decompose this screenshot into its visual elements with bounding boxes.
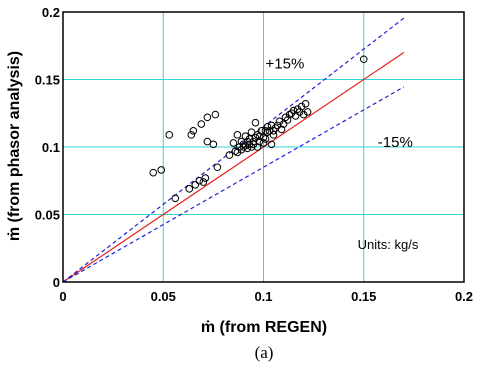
line-minus15 (62, 86, 405, 283)
data-point (211, 110, 220, 119)
data-point (185, 185, 194, 193)
data-point (189, 127, 198, 135)
data-point (203, 137, 212, 146)
data-point (213, 163, 222, 172)
data-point (233, 148, 242, 157)
plot-frame (62, 11, 465, 283)
y-axis-label: ṁ (from phasor analysis) (6, 51, 23, 241)
data-point (187, 131, 196, 139)
data-point (263, 122, 272, 131)
data-point (239, 143, 248, 151)
data-point (299, 110, 308, 119)
data-point (303, 108, 312, 116)
data-point (297, 102, 306, 111)
x-tick-label: 0.05 (151, 289, 176, 304)
data-point (255, 132, 264, 140)
data-point (239, 140, 248, 149)
figure-caption: (a) (255, 343, 274, 362)
data-point (253, 131, 262, 139)
data-point (255, 137, 264, 146)
y-axis-ticks: 0 0.05 0.1 0.15 0.2 (35, 5, 60, 290)
data-point (267, 140, 276, 149)
data-point (165, 131, 174, 139)
data-point (277, 125, 286, 134)
data-point (279, 120, 288, 128)
y-tick-label: 0.15 (35, 73, 60, 88)
data-point (157, 166, 166, 174)
y-tick-label: 0.2 (42, 5, 60, 20)
data-point (269, 131, 278, 139)
x-tick-label: 0.1 (254, 289, 272, 304)
y-tick-label: 0 (53, 275, 60, 290)
data-point (249, 137, 258, 146)
y-tick-label: 0.05 (35, 208, 60, 223)
annotation-label: -15% (378, 134, 413, 151)
reference-lines (62, 17, 405, 283)
data-point (195, 176, 204, 185)
data-point (203, 113, 212, 122)
data-point (201, 174, 210, 182)
data-point (229, 139, 238, 147)
data-point (359, 55, 368, 64)
units-note: Units: kg/s (358, 237, 419, 252)
data-point (149, 168, 158, 177)
line-plus15 (62, 17, 405, 283)
x-axis-ticks: 0 0.05 0.1 0.15 0.2 (59, 289, 473, 304)
data-point (191, 181, 200, 189)
data-point (265, 127, 274, 135)
data-point (261, 135, 270, 143)
line-parity (62, 52, 405, 283)
data-point (283, 116, 292, 124)
data-point (249, 140, 258, 149)
annotations: +15% -15% (266, 56, 413, 151)
data-point (259, 133, 268, 142)
data-point (199, 178, 208, 186)
y-tick-label: 0.1 (42, 140, 60, 155)
x-tick-label: 0.2 (455, 289, 473, 304)
annotation-label: +15% (266, 56, 305, 73)
data-point (301, 100, 310, 108)
data-point (253, 143, 262, 151)
data-point (251, 118, 260, 127)
data-point (197, 120, 206, 128)
data-point (261, 127, 270, 135)
data-point (247, 128, 256, 136)
data-point (275, 117, 284, 126)
x-tick-label: 0.15 (351, 289, 376, 304)
data-point (233, 131, 242, 139)
data-point (225, 151, 234, 159)
data-point (295, 108, 304, 116)
data-point (291, 112, 300, 120)
data-point (209, 140, 218, 149)
data-points (149, 55, 368, 203)
data-point (259, 139, 268, 147)
x-tick-label: 0 (59, 289, 66, 304)
data-point (241, 132, 250, 140)
data-point (171, 194, 180, 203)
data-point (267, 121, 276, 130)
x-axis-label: ṁ (from REGEN) (201, 319, 327, 336)
